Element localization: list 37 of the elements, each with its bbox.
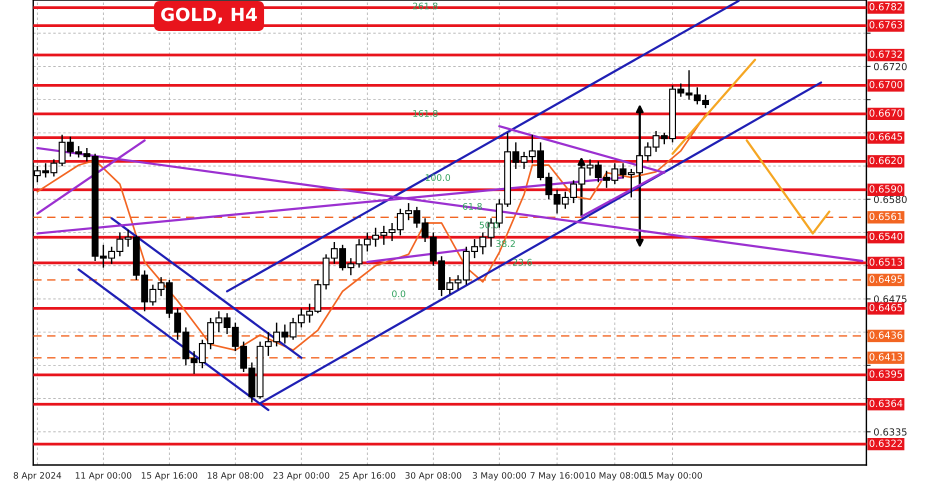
x-tick-label: 23 Apr 00:00 <box>273 472 330 480</box>
annotation: 61.8 <box>462 202 482 210</box>
x-tick-label: 18 Apr 08:00 <box>208 472 264 480</box>
y-tick-label: 0.6335 <box>874 428 907 436</box>
y-tick-label: 0.6720 <box>874 62 907 70</box>
annotation: 0.0 <box>392 290 406 298</box>
ref-line-label: 0.6540 <box>870 232 902 240</box>
ref-line-label: 0.6700 <box>870 80 902 88</box>
x-tick-label: 30 Apr 08:00 <box>405 472 462 480</box>
y-tick-label: 0.6475 <box>874 295 907 303</box>
ref-line-label: 0.6645 <box>870 133 902 140</box>
ref-line-label: 0.6561 <box>870 212 902 220</box>
ref-line-label: 0.6436 <box>870 331 902 339</box>
ref-line-label: 0.6495 <box>870 275 902 283</box>
ref-line-label: 0.6413 <box>870 353 902 361</box>
x-tick-label: 15 Apr 16:00 <box>142 472 198 480</box>
ref-line-label: 0.6670 <box>870 109 902 117</box>
ref-line-label: 0.6465 <box>870 304 902 312</box>
x-tick-label: 8 Apr 2024 <box>14 472 62 480</box>
y-tick-label: 0.6580 <box>874 196 907 204</box>
chart-title: GOLD, H4 <box>161 8 257 24</box>
annotation: 261.8 <box>412 2 438 10</box>
ref-line-label: 0.6732 <box>870 50 902 58</box>
ref-line-label: 0.6513 <box>870 258 902 266</box>
ref-line-label: 0.6763 <box>870 21 902 28</box>
x-tick-label: 15 May 00:00 <box>644 472 702 480</box>
ref-line-label: 0.6782 <box>870 3 902 10</box>
x-tick-label: 7 May 16:00 <box>530 472 584 480</box>
ref-line-label: 0.6322 <box>870 440 902 447</box>
x-tick-label: 25 Apr 16:00 <box>339 472 396 480</box>
x-tick-label: 3 May 00:00 <box>472 472 526 480</box>
ref-line-label: 0.6395 <box>870 370 902 378</box>
ref-line-label: 0.6620 <box>870 156 902 164</box>
ref-line-label: 0.6590 <box>870 185 902 193</box>
ref-line-label: 0.6364 <box>870 400 902 408</box>
x-tick-label: 10 May 08:00 <box>586 472 644 480</box>
x-tick-label: 11 Apr 00:00 <box>76 472 132 480</box>
